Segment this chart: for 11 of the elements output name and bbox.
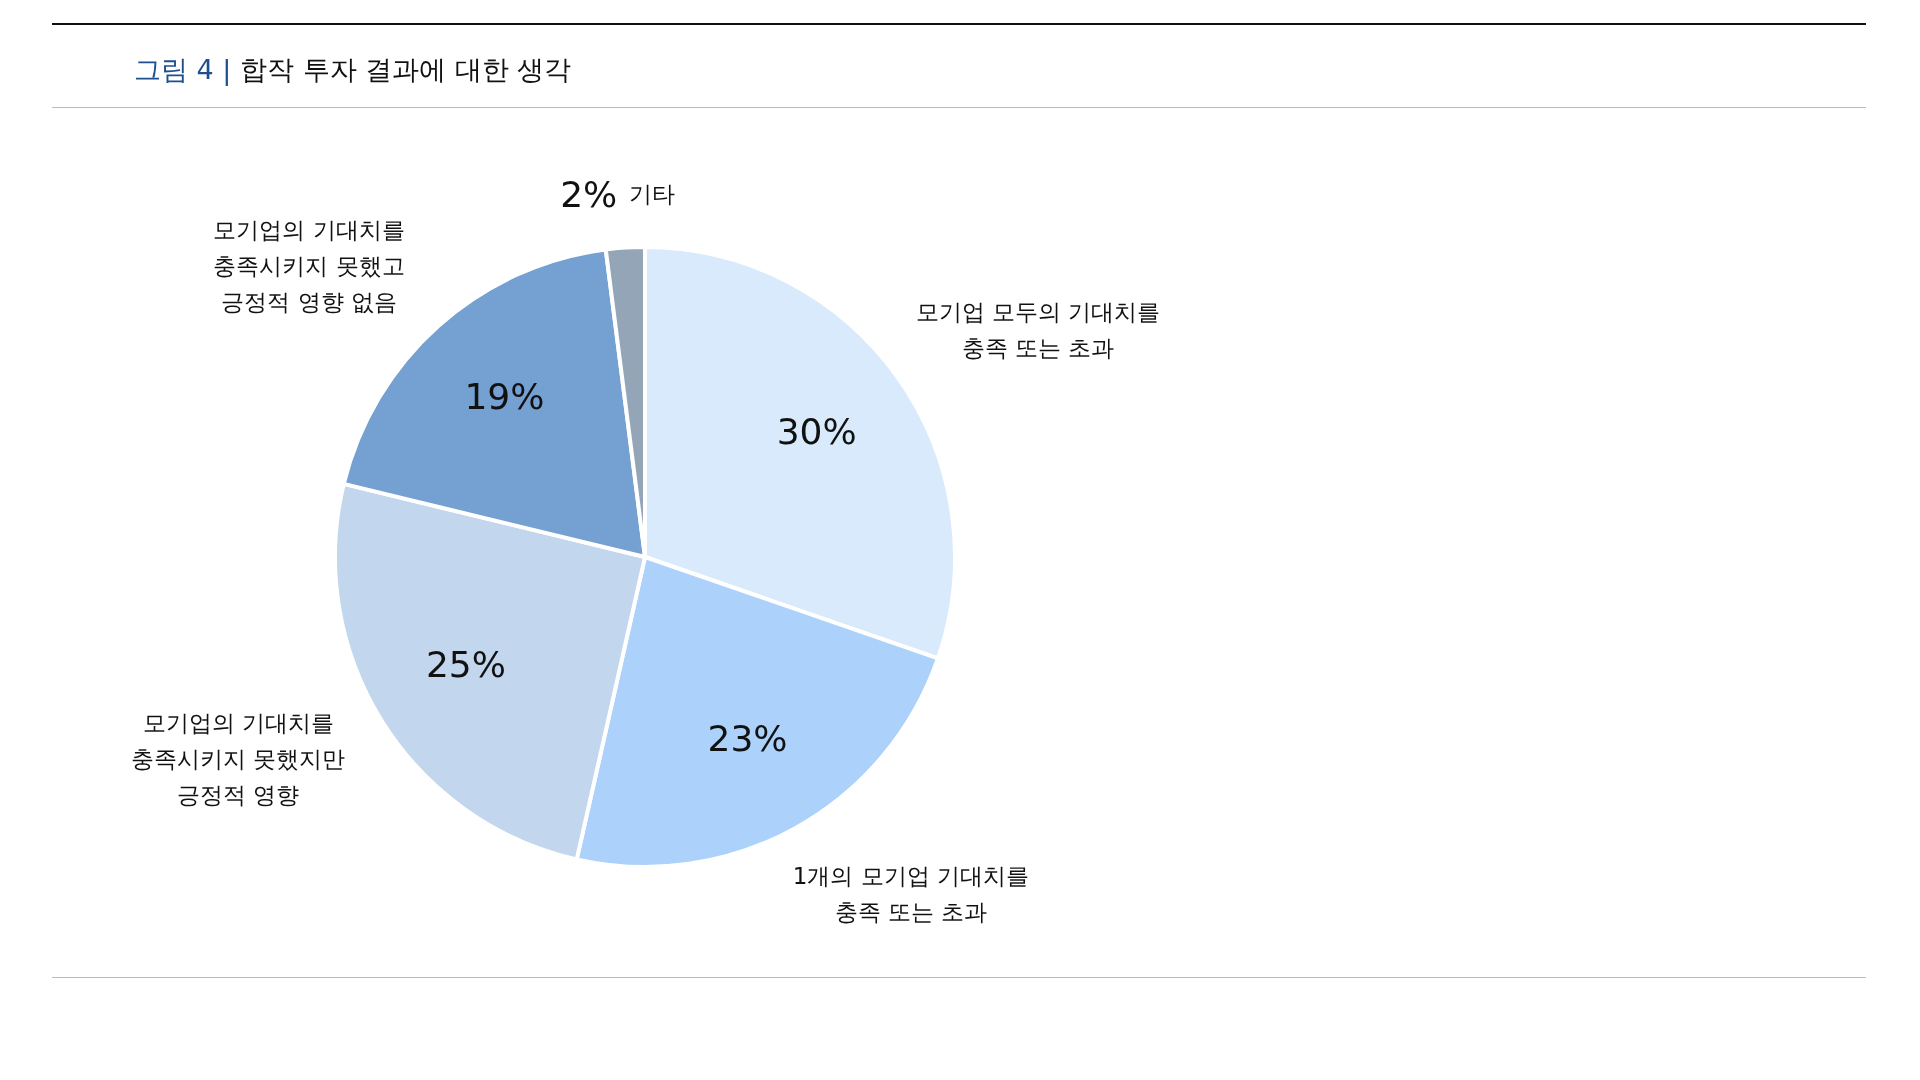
- slice-label: 모기업의 기대치를 충족시키지 못했고 긍정적 영향 없음: [213, 217, 405, 316]
- data-label: 19%: [464, 376, 545, 418]
- slice-label: 모기업의 기대치를 충족시키지 못했지만 긍정적 영향: [131, 710, 346, 809]
- chart-title: 그림 4 | 합작 투자 결과에 대한 생각: [134, 53, 572, 88]
- data-label: 25%: [425, 644, 506, 686]
- data-label: 30%: [776, 411, 857, 453]
- slice-label: 모기업 모두의 기대치를 충족 또는 초과: [915, 299, 1161, 362]
- slice-label: 1개의 모기업 기대치를 충족 또는 초과: [792, 862, 1030, 925]
- slice-label: 기타: [628, 181, 675, 208]
- data-label: 23%: [707, 717, 788, 759]
- data-label: 2%: [560, 174, 629, 216]
